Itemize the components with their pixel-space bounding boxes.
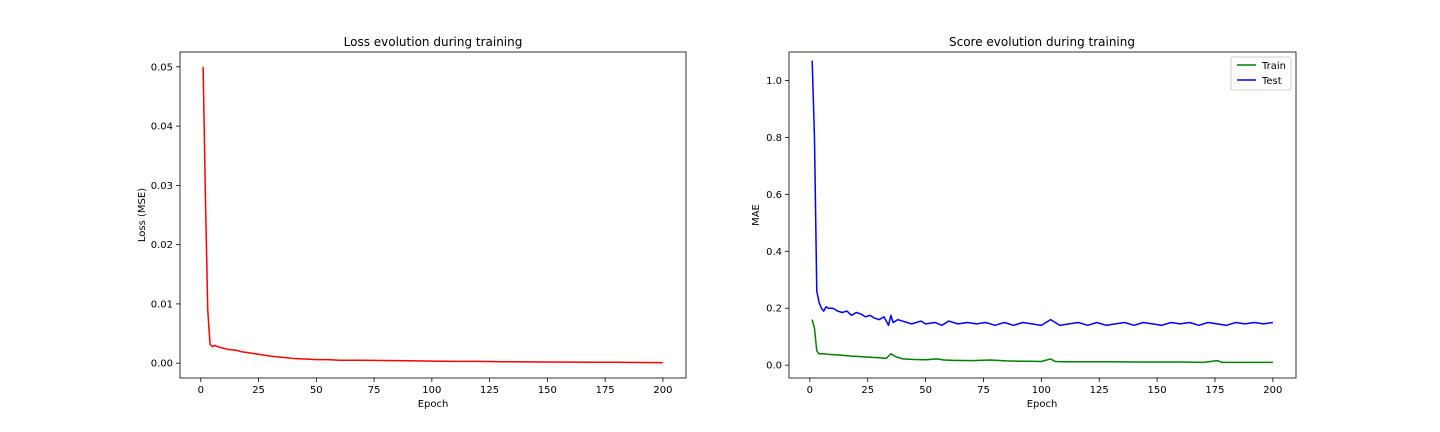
- score-chart-marks: [811, 60, 1273, 364]
- loss-chart-line-series-0: [202, 66, 663, 364]
- score-chart-xtick-label: 100: [1032, 385, 1051, 396]
- score-chart-xlabel: Epoch: [1027, 399, 1058, 410]
- loss-chart-xlabel: Epoch: [418, 399, 449, 410]
- score-chart-xticks: 0 25 50 75 100 125 150 175 200: [807, 378, 1282, 396]
- loss-chart-xtick-label: 150: [538, 385, 557, 396]
- score-chart-ytick-label: 0.8: [766, 133, 782, 144]
- score-chart-xtick-label: 25: [861, 385, 874, 396]
- score-chart-plot-area: 0 25 50 75 100 125 150 175 200 0.0 0.2 0.4 0.6 0.8 1.…: [766, 51, 1297, 396]
- loss-chart-xtick-label: 0: [198, 385, 204, 396]
- loss-chart-plot-area: 0 25 50 75 100 125 150 175 200 0.000.010.020.030…: [151, 51, 687, 396]
- loss-chart-frame: [179, 51, 687, 379]
- score-chart-line-test: [811, 60, 1273, 327]
- loss-chart-xticks: 0 25 50 75 100 125 150 175 200: [198, 378, 672, 396]
- score-chart-ytick-label: 0.6: [766, 190, 782, 201]
- loss-chart-xtick-label: 25: [252, 385, 265, 396]
- score-chart-xtick-label: 50: [919, 385, 932, 396]
- loss-chart-ytick-label: 0.01: [151, 299, 173, 310]
- loss-chart-ytick-label: 0.03: [151, 181, 173, 192]
- score-chart-xtick-label: 0: [807, 385, 813, 396]
- loss-chart-ytick-label: 0.00: [151, 359, 173, 370]
- score-chart-xtick-label: 75: [977, 385, 990, 396]
- score-chart-ytick-label: 0.4: [766, 247, 782, 258]
- score-chart-ytick-label: 1.0: [766, 76, 782, 87]
- score-chart-ytick-label: 0.0: [766, 361, 782, 372]
- score-chart-ytick-label: 0.2: [766, 304, 782, 315]
- legend-label-train: Train: [1261, 61, 1286, 72]
- loss-chart-xtick-label: 175: [596, 385, 615, 396]
- score-chart-line-train: [811, 319, 1273, 364]
- loss-chart-ytick-label: 0.04: [151, 122, 173, 133]
- score-chart-yticks: 0.0 0.2 0.4 0.6 0.8 1.0: [766, 76, 789, 372]
- score-chart-ylabel: MAE: [751, 204, 762, 226]
- loss-chart-xtick-label: 50: [310, 385, 323, 396]
- loss-chart: Loss evolution during training 0 25 50 75 10…: [137, 35, 687, 410]
- score-chart-title: Score evolution during training: [949, 35, 1135, 49]
- score-chart-xtick-label: 125: [1090, 385, 1109, 396]
- score-chart-xtick-label: 200: [1263, 385, 1282, 396]
- loss-chart-ytick-label: 0.02: [151, 240, 173, 251]
- loss-chart-xtick-label: 200: [653, 385, 672, 396]
- score-chart: Score evolution during training 0 25 50 75 1…: [751, 35, 1297, 410]
- score-chart-frame: [788, 51, 1297, 379]
- loss-chart-ylabel: Loss (MSE): [137, 188, 148, 242]
- loss-chart-xtick-label: 125: [480, 385, 499, 396]
- loss-chart-title: Loss evolution during training: [344, 35, 523, 49]
- loss-chart-marks: [202, 66, 663, 364]
- loss-chart-yticks: 0.00 0.01 0.02 0.03 0.04 0.05: [151, 62, 180, 370]
- loss-chart-xtick-label: 75: [368, 385, 381, 396]
- score-chart-xtick-label: 175: [1205, 385, 1224, 396]
- loss-chart-xtick-label: 100: [422, 385, 441, 396]
- loss-chart-ytick-label: 0.05: [151, 62, 173, 73]
- score-chart-legend: Train Test: [1230, 56, 1292, 91]
- legend-label-test: Test: [1261, 76, 1282, 87]
- score-chart-xtick-label: 150: [1148, 385, 1167, 396]
